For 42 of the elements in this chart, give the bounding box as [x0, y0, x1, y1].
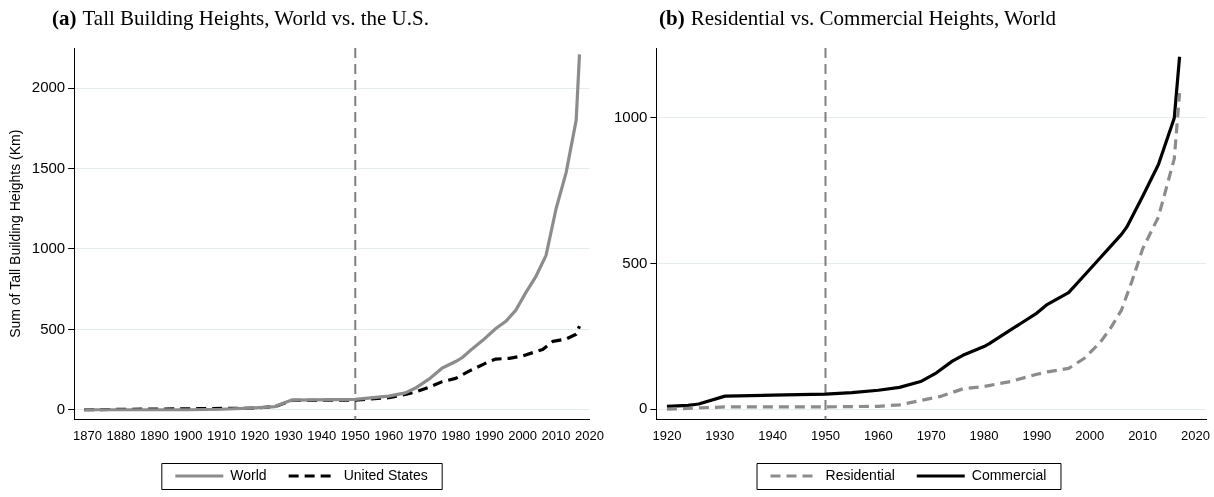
- y-tick-label: 500: [40, 319, 66, 337]
- y-tick-label: 2000: [31, 78, 66, 96]
- x-tick-label: 1990: [1022, 427, 1052, 443]
- x-tick-label: 1950: [340, 427, 370, 443]
- legend-label: Residential: [825, 466, 895, 483]
- x-tick-label: 1910: [206, 427, 236, 443]
- y-tick-label: 500: [622, 253, 648, 271]
- x-tick-label: 1970: [407, 427, 437, 443]
- x-tick-label: 1890: [140, 427, 169, 443]
- x-tick-label: 1990: [474, 427, 504, 443]
- x-tick-label: 1930: [705, 427, 735, 443]
- x-tick-label: 1930: [273, 427, 303, 443]
- x-tick-label: 2020: [1180, 427, 1210, 443]
- x-tick-label: 1940: [758, 427, 788, 443]
- x-tick-label: 2000: [1075, 427, 1105, 443]
- x-tick-label: 1970: [916, 427, 946, 443]
- x-tick-label: 1950: [811, 427, 840, 443]
- x-tick-label: 1980: [969, 427, 999, 443]
- x-tick-label: 2000: [508, 427, 538, 443]
- x-tick-label: 1980: [441, 427, 471, 443]
- x-tick-label: 1870: [73, 427, 103, 443]
- x-tick-label: 2010: [1128, 427, 1158, 443]
- x-tick-label: 1940: [307, 427, 337, 443]
- legend-label: World: [230, 466, 267, 483]
- chart-title: (b) Residential vs. Commercial Heights, World: [658, 5, 1058, 32]
- x-tick-label: 1920: [240, 427, 270, 443]
- y-tick-label: 1500: [31, 158, 66, 176]
- x-tick-label: 2010: [541, 427, 571, 443]
- x-tick-label: 1920: [652, 427, 682, 443]
- x-tick-label: 1900: [173, 427, 203, 443]
- legend-label: Commercial: [971, 466, 1047, 483]
- y-tick-label: 1000: [31, 239, 66, 257]
- x-tick-label: 1960: [863, 427, 893, 443]
- y-tick-label: 1000: [613, 108, 648, 126]
- y-axis-title: Sum of Tall Building Heights (Km): [7, 129, 24, 338]
- y-tick-label: 0: [56, 399, 66, 417]
- chart-title: (a) Tall Building Heights, World vs. the U.S.: [51, 5, 430, 32]
- legend-label: United States: [343, 466, 428, 483]
- x-tick-label: 1880: [106, 427, 136, 443]
- x-tick-label: 1960: [374, 427, 404, 443]
- y-tick-label: 0: [639, 399, 648, 417]
- x-tick-label: 2020: [575, 427, 604, 443]
